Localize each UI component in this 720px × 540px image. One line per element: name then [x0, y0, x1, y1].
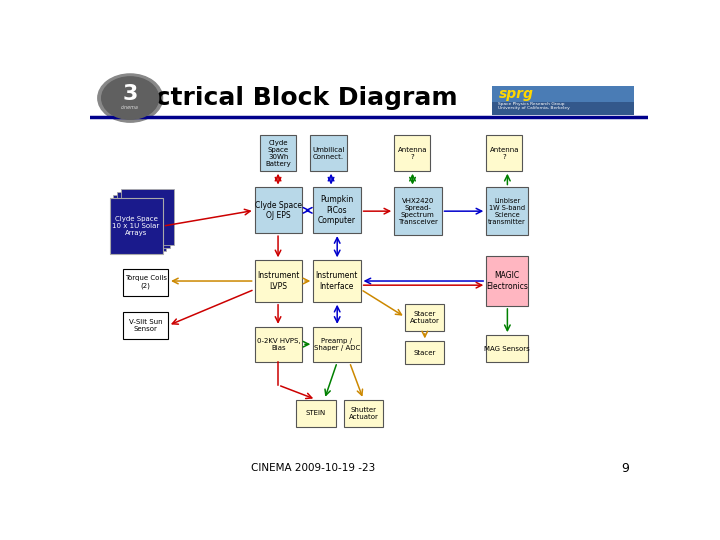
FancyBboxPatch shape	[255, 260, 302, 302]
FancyBboxPatch shape	[313, 260, 361, 302]
Text: Preamp /
Shaper / ADC: Preamp / Shaper / ADC	[314, 338, 360, 351]
FancyBboxPatch shape	[405, 341, 444, 364]
Text: 9: 9	[622, 462, 629, 475]
Text: Stacer
Actuator: Stacer Actuator	[410, 311, 440, 324]
Text: MAG Sensors: MAG Sensors	[485, 346, 530, 352]
FancyBboxPatch shape	[486, 187, 528, 235]
FancyBboxPatch shape	[255, 327, 302, 362]
FancyBboxPatch shape	[124, 312, 168, 339]
Text: Space Physics Research Group: Space Physics Research Group	[498, 102, 565, 106]
Text: sprg: sprg	[498, 87, 534, 101]
FancyBboxPatch shape	[114, 195, 166, 251]
FancyBboxPatch shape	[313, 187, 361, 233]
Text: cinema: cinema	[121, 105, 139, 110]
FancyBboxPatch shape	[405, 304, 444, 331]
FancyBboxPatch shape	[486, 256, 528, 306]
Text: Torque Coils
(2): Torque Coils (2)	[125, 275, 167, 289]
Text: Linbiser
1W S-band
Science
transmitter: Linbiser 1W S-band Science transmitter	[488, 198, 526, 225]
Text: Antenna
?: Antenna ?	[397, 147, 427, 160]
FancyBboxPatch shape	[124, 268, 168, 295]
Text: Clyde Space
OJ EPS: Clyde Space OJ EPS	[255, 201, 302, 220]
Text: MAGIC
Electronics: MAGIC Electronics	[486, 271, 528, 291]
FancyBboxPatch shape	[394, 136, 431, 171]
Text: Electrical Block Diagram: Electrical Block Diagram	[113, 86, 458, 110]
Text: Antenna
?: Antenna ?	[490, 147, 519, 160]
Text: V-Slit Sun
Sensor: V-Slit Sun Sensor	[129, 319, 163, 332]
Text: 3: 3	[122, 84, 138, 104]
Circle shape	[102, 77, 158, 119]
Text: CINEMA 2009-10-19 -23: CINEMA 2009-10-19 -23	[251, 463, 375, 473]
Text: Clyde
Space
30Wh
Battery: Clyde Space 30Wh Battery	[266, 140, 291, 167]
FancyBboxPatch shape	[344, 400, 383, 427]
FancyBboxPatch shape	[260, 136, 297, 171]
FancyBboxPatch shape	[255, 187, 302, 233]
Text: University of California, Berkeley: University of California, Berkeley	[498, 106, 570, 110]
Text: Instrument
Interface: Instrument Interface	[316, 271, 358, 291]
Text: Stacer: Stacer	[413, 350, 436, 356]
FancyBboxPatch shape	[492, 102, 634, 114]
FancyBboxPatch shape	[121, 189, 174, 245]
FancyBboxPatch shape	[486, 136, 523, 171]
Circle shape	[98, 74, 163, 122]
Text: 0-2KV HVPS,
Bias: 0-2KV HVPS, Bias	[256, 338, 300, 351]
Text: VHX2420
Spread-
Spectrum
Transceiver: VHX2420 Spread- Spectrum Transceiver	[398, 198, 438, 225]
FancyBboxPatch shape	[109, 198, 163, 254]
Text: Shutter
Actuator: Shutter Actuator	[348, 407, 378, 420]
Text: Instrument
LVPS: Instrument LVPS	[257, 271, 300, 291]
FancyBboxPatch shape	[394, 187, 441, 235]
Text: STEIN: STEIN	[306, 410, 326, 416]
Text: Pumpkin
PiCos
Computer: Pumpkin PiCos Computer	[318, 195, 356, 225]
FancyBboxPatch shape	[492, 85, 634, 114]
Text: Clyde Space
10 x 1U Solar
Arrays: Clyde Space 10 x 1U Solar Arrays	[112, 216, 160, 236]
FancyBboxPatch shape	[117, 192, 171, 248]
FancyBboxPatch shape	[310, 136, 347, 171]
Text: Umbilical
Connect.: Umbilical Connect.	[312, 147, 345, 160]
FancyBboxPatch shape	[313, 327, 361, 362]
FancyBboxPatch shape	[297, 400, 336, 427]
FancyBboxPatch shape	[486, 335, 528, 362]
